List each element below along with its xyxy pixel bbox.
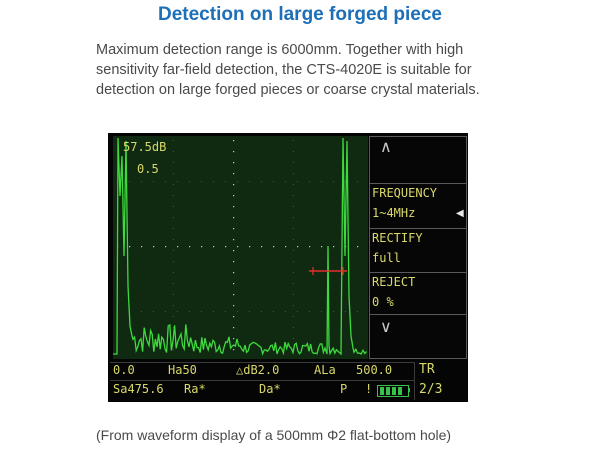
chevron-up-icon[interactable]: ∧: [380, 137, 392, 156]
gain-readout: 57.5dB: [123, 140, 167, 154]
menu-up-row[interactable]: ∧: [370, 137, 466, 184]
reject-item[interactable]: REJECT 0 %: [370, 273, 466, 315]
description-line-3: detection on large forged pieces or coar…: [96, 82, 480, 98]
status-delta-db: △dB2.0: [236, 363, 280, 377]
status-range-start: 0.0: [113, 363, 135, 377]
status-ala: ALa: [314, 363, 336, 377]
page-indicator[interactable]: 2/3: [419, 382, 443, 397]
a-scan-screen: 57.5dB 0.5: [113, 136, 368, 359]
scope-grid: [117, 140, 359, 351]
status-ha: Ha50: [168, 363, 197, 377]
echo-waveform: [113, 137, 368, 356]
battery-icon: [377, 385, 409, 397]
section-title: Detection on large forged piece: [158, 4, 442, 25]
gate-marker: [309, 267, 347, 275]
status-mark: !: [365, 382, 373, 396]
status-vdivider: [414, 362, 415, 400]
rectify-item[interactable]: RECTIFY full: [370, 229, 466, 273]
menu-down-row[interactable]: ∨: [370, 315, 466, 357]
rectify-label: RECTIFY: [372, 231, 423, 245]
status-sa: Sa475.6: [113, 382, 164, 396]
a-scan-waveform: [113, 137, 368, 356]
battery-tip: [408, 388, 410, 392]
reject-value: 0 %: [372, 295, 394, 309]
parameter-menu: ∧ FREQUENCY 1~4MHz ◀ RECTIFY full REJECT…: [369, 136, 467, 359]
gain-step: 0.5: [137, 162, 159, 176]
description-line-2: sensitivity far-field detection, the CTS…: [96, 62, 472, 78]
caption: (From waveform display of a 500mm Φ2 fla…: [96, 427, 452, 443]
status-da: Da*: [259, 382, 281, 396]
reject-label: REJECT: [372, 275, 416, 289]
tr-label: TR: [419, 362, 435, 377]
status-divider-2: [110, 380, 415, 381]
status-divider: [110, 362, 415, 363]
chevron-down-icon[interactable]: ∨: [380, 317, 392, 336]
frequency-label: FREQUENCY: [372, 186, 438, 200]
rectify-value: full: [372, 251, 401, 265]
status-probe: P: [340, 382, 348, 396]
selector-arrow-icon: ◀: [456, 208, 464, 219]
description-line-1: Maximum detection range is 6000mm. Toget…: [96, 42, 464, 58]
status-ra: Ra*: [184, 382, 206, 396]
status-range-end: 500.0: [356, 363, 393, 377]
description: Maximum detection range is 6000mm. Toget…: [96, 40, 516, 100]
frequency-item[interactable]: FREQUENCY 1~4MHz ◀: [370, 184, 466, 229]
frequency-value: 1~4MHz: [372, 206, 416, 220]
